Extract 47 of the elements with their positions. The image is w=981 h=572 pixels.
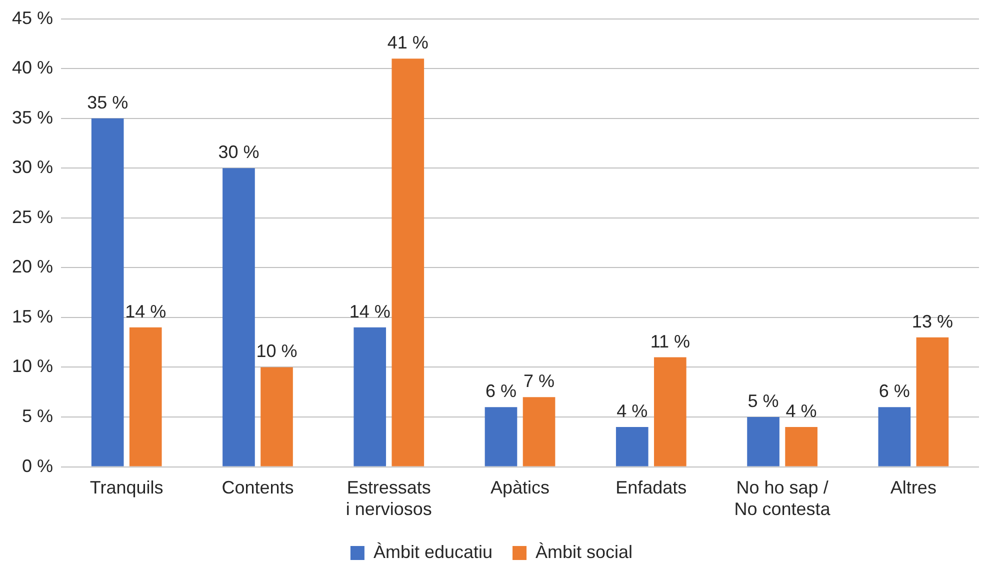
y-tick-label: 15 % <box>12 306 54 326</box>
bar <box>785 426 818 466</box>
data-label: 13 % <box>912 311 953 332</box>
bar <box>916 337 949 466</box>
bar <box>91 118 124 466</box>
y-tick-label: 30 % <box>12 157 54 178</box>
y-tick-label: 40 % <box>12 58 54 78</box>
y-tick-label: 45 % <box>12 8 54 28</box>
x-tick-label: No ho sap / No contesta <box>734 478 832 520</box>
bar <box>878 407 911 466</box>
data-label: 5 % <box>748 390 779 411</box>
x-tick-label: Altres <box>890 478 936 498</box>
bar <box>129 327 162 466</box>
bar <box>484 407 518 466</box>
legend-label: Àmbit educatiu <box>373 542 493 562</box>
data-label: 7 % <box>524 371 555 392</box>
data-label: 41 % <box>387 32 428 53</box>
data-label: 6 % <box>878 381 910 402</box>
data-label: 35 % <box>87 92 128 112</box>
data-label: 6 % <box>485 381 517 402</box>
bar <box>616 426 648 466</box>
y-tick-label: 20 % <box>12 256 54 277</box>
x-tick-label: Estressats i nerviosos <box>346 478 432 520</box>
bar <box>392 58 424 466</box>
data-label: 14 % <box>349 301 390 322</box>
y-tick-label: 10 % <box>12 356 54 376</box>
y-tick-label: 5 % <box>22 406 54 426</box>
bar <box>354 327 386 466</box>
bar <box>222 168 255 466</box>
data-label: 10 % <box>256 341 298 362</box>
x-tick-label: Apàtics <box>490 478 550 498</box>
bar <box>260 367 293 466</box>
data-label: 11 % <box>650 331 690 352</box>
x-tick-label: Contents <box>222 478 294 498</box>
legend-label: Àmbit social <box>536 542 633 562</box>
data-label: 30 % <box>218 142 260 162</box>
data-label: 4 % <box>786 400 817 421</box>
y-tick-label: 0 % <box>22 456 54 476</box>
y-tick-label: 25 % <box>12 206 54 227</box>
data-label: 14 % <box>125 301 166 322</box>
data-label: 4 % <box>616 400 648 421</box>
bar <box>522 397 556 466</box>
x-tick-label: Enfadats <box>616 478 687 498</box>
bar <box>747 417 780 466</box>
y-tick-label: 35 % <box>12 107 54 128</box>
bar <box>654 357 686 466</box>
x-tick-label: Tranquils <box>90 478 164 498</box>
